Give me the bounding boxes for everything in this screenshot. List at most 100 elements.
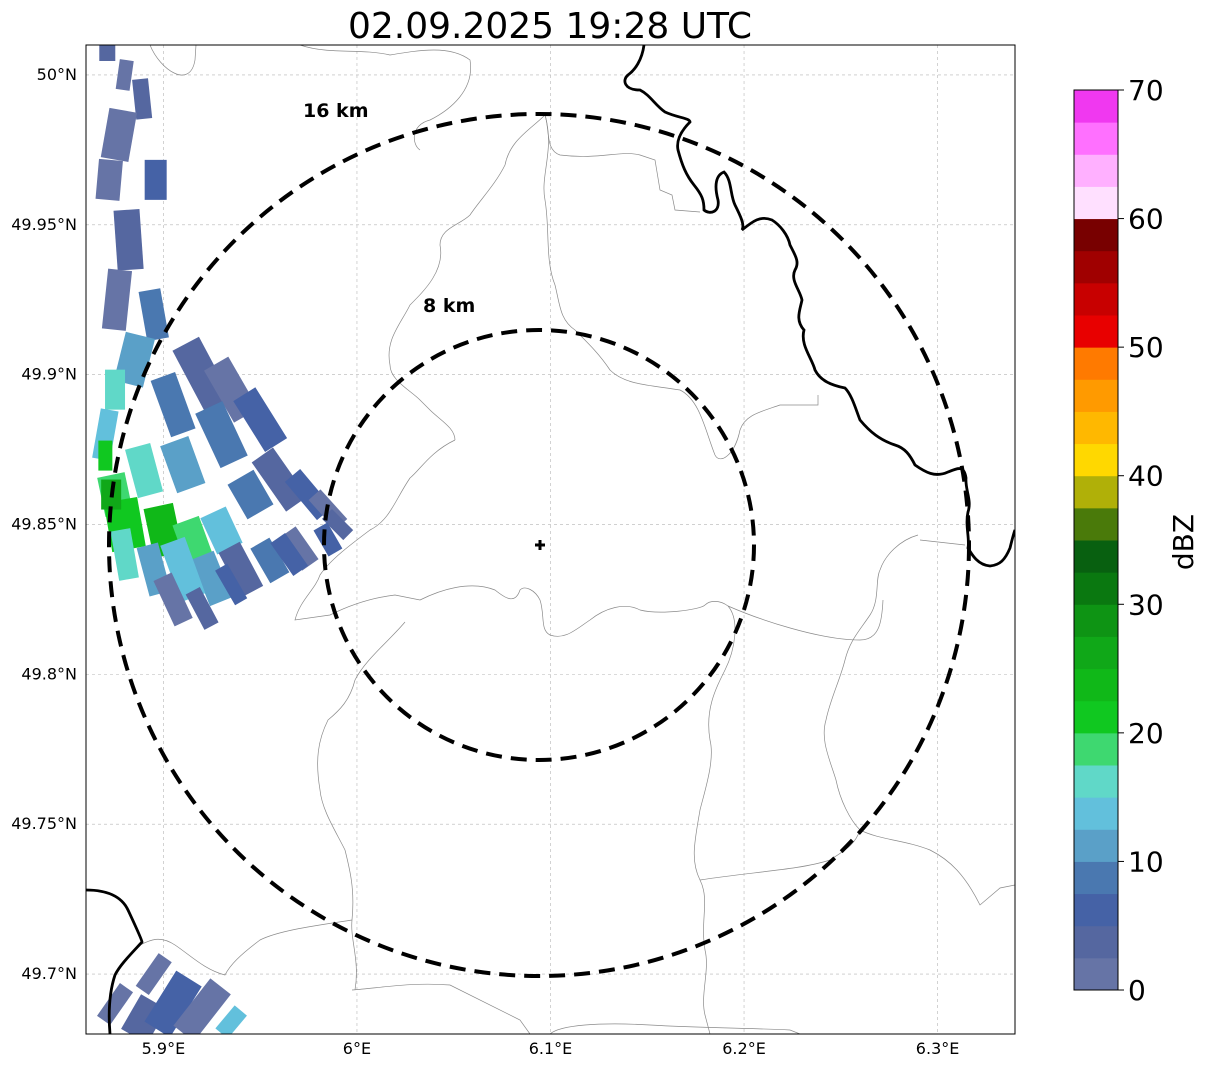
- colorbar-bin: [1074, 765, 1118, 798]
- x-tick-label: 5.9°E: [142, 1039, 186, 1058]
- echo-pixel: [195, 401, 248, 469]
- echo-pixel: [144, 159, 167, 200]
- national-border: [86, 888, 144, 1034]
- y-tick-label: 49.7°N: [21, 964, 77, 983]
- admin-boundaries: [139, 45, 1015, 1034]
- x-axis-ticks: 5.9°E 6°E 6.1°E 6.2°E 6.3°E: [142, 1039, 960, 1058]
- national-borders: [86, 45, 1015, 1034]
- map-content[interactable]: 16 km 8 km: [86, 41, 1015, 1044]
- echo-pixel: [132, 78, 153, 120]
- echo-pixel: [250, 537, 290, 584]
- echo-pixel: [173, 978, 231, 1034]
- colorbar-bin: [1074, 90, 1118, 123]
- colorbar-bin: [1074, 411, 1118, 445]
- colorbar-tick-label: 50: [1128, 331, 1164, 364]
- admin-boundary: [294, 439, 729, 637]
- echo-pixel: [233, 387, 288, 452]
- echo-pixel: [135, 953, 172, 996]
- echo-pixel: [215, 563, 248, 606]
- x-tick-label: 6.3°E: [916, 1039, 960, 1058]
- colorbar-bin: [1074, 154, 1118, 187]
- admin-boundary: [299, 45, 471, 151]
- colorbar-bin: [1074, 668, 1118, 702]
- echo-pixel: [101, 268, 133, 331]
- colorbar-bin: [1074, 957, 1118, 991]
- admin-boundary: [919, 539, 966, 546]
- colorbar-tick-label: 60: [1128, 203, 1164, 236]
- y-tick-label: 49.8°N: [21, 664, 77, 683]
- colorbar-bin: [1074, 218, 1118, 252]
- y-tick-label: 50°N: [37, 65, 77, 84]
- colorbar-bin: [1074, 443, 1118, 477]
- admin-boundary: [351, 983, 531, 1034]
- colorbar-bin: [1074, 636, 1118, 670]
- y-tick-label: 49.85°N: [11, 515, 77, 534]
- admin-boundary: [543, 114, 819, 460]
- admin-boundary: [699, 829, 861, 881]
- echo-pixel: [172, 336, 232, 413]
- admin-boundary: [693, 605, 736, 1034]
- colorbar-tick-label: 40: [1128, 460, 1164, 493]
- colorbar-bin: [1074, 861, 1118, 895]
- colorbar-bin: [1074, 475, 1118, 509]
- admin-boundary: [388, 114, 546, 441]
- echo-pixel: [113, 208, 144, 271]
- range-ring-8km: [322, 328, 756, 762]
- colorbar-bin: [1074, 572, 1118, 605]
- y-axis-ticks: 50°N 49.95°N 49.9°N 49.85°N 49.8°N 49.75°N 49.…: [11, 65, 77, 983]
- echo-pixel: [251, 447, 308, 512]
- colorbar-tick-label: 30: [1128, 588, 1164, 621]
- colorbar-bin: [1074, 893, 1118, 927]
- reflectivity-echoes: [92, 45, 354, 1034]
- admin-boundary: [727, 599, 884, 641]
- echo-pixel: [279, 526, 319, 571]
- radar-site-marker[interactable]: [535, 540, 545, 550]
- colorbar-tick-label: 70: [1128, 74, 1164, 107]
- colorbar-bin: [1074, 379, 1118, 412]
- ring-label-8km: 8 km: [423, 295, 475, 317]
- echo-pixel: [95, 158, 123, 201]
- colorbar-bin: [1074, 186, 1118, 220]
- colorbar-bin: [1074, 829, 1118, 862]
- echo-pixel: [125, 443, 164, 499]
- y-tick-label: 49.75°N: [11, 814, 77, 833]
- colorbar: 0 10 20 30 40 50 60 70: [1073, 74, 1164, 1007]
- admin-boundary: [549, 1023, 801, 1034]
- colorbar-frame: [1073, 89, 1119, 991]
- echo-pixel: [215, 1005, 247, 1034]
- echo-pixel: [313, 522, 343, 557]
- colorbar-bin: [1074, 347, 1118, 380]
- echo-pixel: [270, 532, 309, 577]
- echo-pixel: [160, 536, 206, 603]
- echo-pixel: [100, 107, 138, 162]
- echo-pixel: [227, 469, 274, 520]
- colorbar-bin: [1074, 732, 1118, 766]
- echo-pixel: [110, 528, 139, 581]
- x-tick-label: 6.1°E: [529, 1039, 573, 1058]
- echo-pixel: [185, 587, 219, 630]
- echo-pixel: [322, 508, 354, 541]
- ring-label-16km: 16 km: [303, 100, 369, 122]
- colorbar-tick-label: 20: [1128, 717, 1164, 750]
- x-tick-label: 6°E: [343, 1039, 371, 1058]
- colorbar-bin: [1074, 282, 1118, 316]
- map-frame: [85, 44, 1016, 1035]
- colorbar-label: dBZ: [1167, 514, 1200, 570]
- echo-pixel: [115, 59, 134, 91]
- national-border: [623, 45, 1015, 568]
- colorbar-bin: [1074, 250, 1118, 284]
- colorbar-bin: [1074, 797, 1118, 830]
- echo-pixel: [98, 440, 113, 471]
- echo-pixel: [153, 572, 193, 627]
- colorbar-bin: [1074, 507, 1118, 541]
- colorbar-bin: [1074, 122, 1118, 155]
- echo-pixel: [150, 371, 196, 438]
- echo-pixel: [97, 983, 134, 1026]
- admin-boundary: [823, 534, 1015, 906]
- colorbar-tick-label: 10: [1128, 845, 1164, 878]
- echo-pixel: [99, 45, 116, 61]
- echo-pixel: [105, 369, 126, 410]
- colorbar-bin: [1074, 540, 1118, 573]
- colorbar-bin: [1074, 604, 1118, 637]
